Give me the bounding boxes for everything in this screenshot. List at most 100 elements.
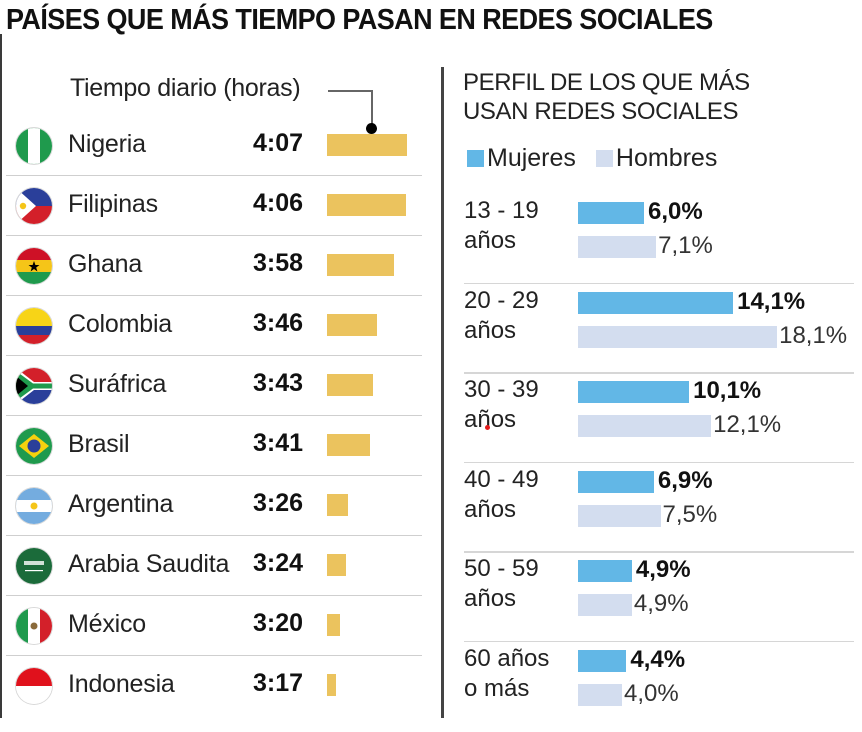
row-divider [464,372,854,374]
country-row: Nigeria 4:07 [6,116,422,176]
age-group-label-line2: años [464,227,517,254]
profile-title: PERFIL DE LOS QUE MÁS USAN REDES SOCIALE… [463,68,753,126]
bar-hombres [578,236,657,258]
age-group-row: 13 - 19 años 6,0% 7,1% [464,196,854,284]
indonesia-flag-icon [16,668,52,704]
country-name: Argentina [68,490,174,518]
country-name: Indonesia [68,670,175,698]
age-group-row: 60 años o más 4,4% 4,0% [464,644,854,732]
bar-hombres [578,594,632,616]
argentina-flag-icon [16,488,52,524]
row-divider [464,461,854,463]
time-bar [327,374,373,396]
country-name: México [68,610,146,638]
age-group-label-line2: años [464,495,517,523]
row-divider [6,594,422,596]
bar-hombres [578,504,661,527]
leader-line-vertical [371,90,373,127]
time-value-label: 4:07 [253,129,304,157]
age-group-row: 40 - 49 años 6,9% 7,5% [464,465,854,553]
page-title: PAÍSES QUE MÁS TIEMPO PASAN EN REDES SOC… [6,4,713,36]
time-bar [327,134,408,156]
colombia-flag-icon [16,308,52,344]
bar-hombres [578,415,712,437]
age-group-row: 30 - 39 años 10,1% 12,1% [464,375,854,463]
row-divider [6,534,422,536]
time-value-label: 3:46 [253,309,304,337]
country-row: Suráfrica 3:43 [6,356,422,416]
country-name: Brasil [68,430,130,458]
time-value-label: 3:58 [253,249,304,277]
bar-mujeres [578,470,654,493]
row-divider [464,551,854,553]
value-label-mujeres: 14,1% [737,287,806,315]
country-row: Ghana 3:58 [6,236,422,296]
bar-mujeres [578,381,690,403]
age-group-label-line2: o más [464,674,530,702]
time-value-label: 3:41 [253,429,304,457]
age-group-label-line1: 60 años [464,644,550,672]
age-group-label-line2: años [464,585,517,612]
bar-hombres [578,325,778,348]
row-divider [464,640,854,642]
age-group-row: 20 - 29 años 14,1% 18,1% [464,286,854,374]
value-label-hombres: 4,9% [633,590,689,617]
row-divider [6,474,422,476]
time-value-label: 3:20 [253,609,304,637]
value-label-mujeres: 10,1% [693,377,762,404]
age-group-label-line2: años [464,316,517,344]
age-group-label-line1: 50 - 59 [464,555,539,582]
value-label-mujeres: 6,9% [657,466,713,494]
row-divider [6,234,422,236]
bar-mujeres [578,649,627,672]
value-label-hombres: 7,1% [658,232,713,259]
row-divider [6,354,422,356]
age-group-label-line1: 20 - 29 [464,286,539,314]
age-group-label: 40 - 49 años [464,465,574,525]
country-name: Suráfrica [68,370,167,398]
age-group-label: 60 años o más [464,644,574,704]
value-label-mujeres: 6,0% [648,198,703,225]
bar-mujeres [578,560,632,582]
time-bar [327,254,395,276]
country-name: Arabia Saudita [68,550,230,578]
age-group-label-line1: 30 - 39 [464,376,539,403]
legend-label-mujeres: Mujeres [487,144,576,172]
country-row: México 3:20 [6,596,422,656]
time-value-label: 3:26 [253,489,304,517]
time-value-label: 3:43 [253,369,304,397]
time-bar [327,194,406,216]
row-divider [6,294,422,296]
value-label-mujeres: 4,4% [630,645,686,673]
country-row: Arabia Saudita 3:24 [6,536,422,596]
country-row: Brasil 3:41 [6,416,422,476]
country-name: Ghana [68,250,143,278]
time-value-label: 4:06 [253,189,304,217]
row-divider [6,174,422,176]
time-bar [327,614,340,636]
bar-mujeres [578,291,734,314]
value-label-mujeres: 4,9% [635,556,691,583]
leader-line-horizontal [328,90,372,92]
value-label-hombres: 4,0% [624,679,679,707]
panel-divider [441,67,444,718]
philippines-flag-icon [16,188,52,224]
ghana-flag-icon [16,248,52,284]
row-divider [464,282,854,284]
cursor-indicator [485,425,490,430]
legend-swatch-mujeres [467,150,484,167]
bar-hombres [578,683,622,706]
country-row: Indonesia 3:17 [6,656,422,716]
bar-mujeres [578,202,644,224]
time-axis-label: Tiempo diario (horas) [70,74,301,102]
profile-title-text: PERFIL DE LOS QUE MÁS USAN REDES SOCIALE… [463,69,750,125]
country-name: Filipinas [68,190,158,218]
age-group-label: 20 - 29 años [464,286,574,346]
country-name: Nigeria [68,130,146,158]
leader-dot [366,123,377,134]
age-group-label-line1: 13 - 19 [464,197,539,224]
legend-swatch-hombres [595,150,613,167]
south-africa-flag-icon [16,368,52,404]
value-label-hombres: 12,1% [713,411,782,438]
left-border [0,34,2,718]
